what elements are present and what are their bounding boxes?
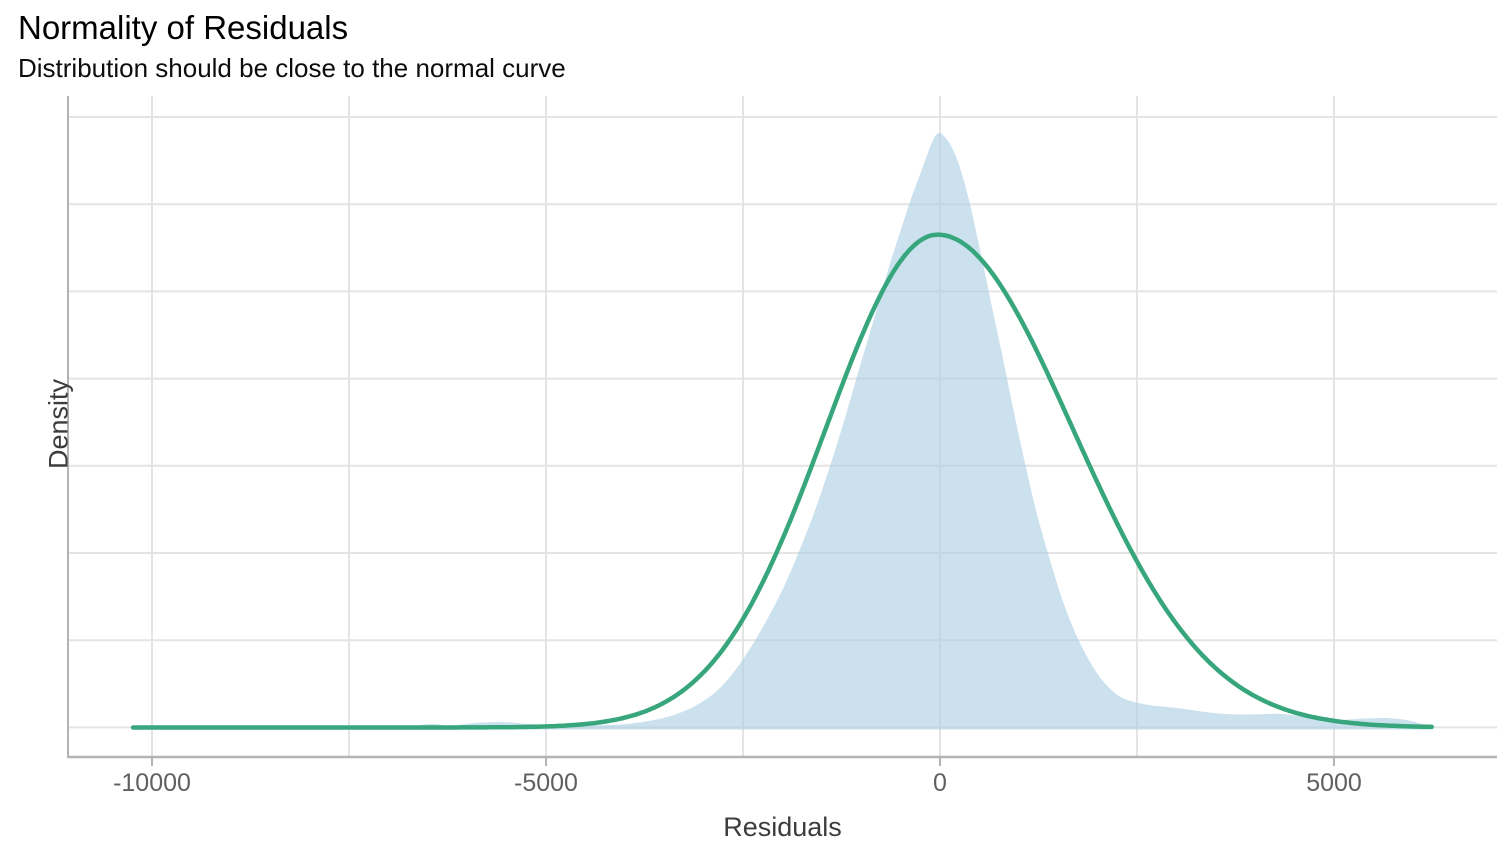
x-axis-title: Residuals <box>723 812 842 842</box>
x-tick-label: 0 <box>933 769 947 797</box>
x-tick-label: -5000 <box>514 769 578 797</box>
normal-curve-line <box>130 232 1434 730</box>
chart-subtitle: Distribution should be close to the norm… <box>18 53 566 83</box>
x-tick-label: 5000 <box>1306 769 1362 797</box>
y-axis-title: Density <box>43 378 74 470</box>
x-tick-label: -10000 <box>113 769 191 797</box>
chart-title: Normality of Residuals <box>18 9 349 46</box>
kde-density-area <box>396 133 1432 730</box>
